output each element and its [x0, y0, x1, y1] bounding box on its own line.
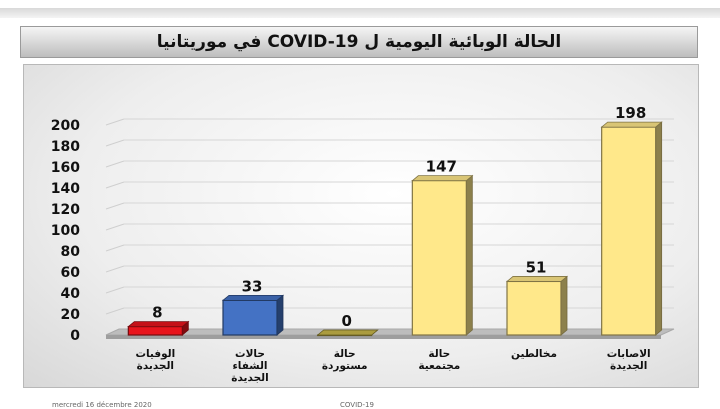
- bar-top: [505, 276, 569, 282]
- y-tick-label: 100: [51, 223, 80, 239]
- top-divider: [0, 8, 720, 18]
- bar-top: [127, 321, 190, 328]
- y-tick-label: 80: [61, 244, 81, 260]
- chart-floor: [105, 328, 675, 336]
- y-tick-label: 160: [51, 160, 80, 176]
- y-tick-label: 200: [51, 118, 80, 134]
- gridline-wall: [105, 202, 125, 210]
- bar: [411, 180, 467, 336]
- data-label: 147: [426, 158, 457, 176]
- data-label: 0: [341, 312, 351, 330]
- y-tick-label: 0: [70, 328, 80, 344]
- x-tick-label: الجديدة: [137, 360, 174, 372]
- chart-title: الحالة الوبائية اليومية ل COVID-19 في مو…: [20, 26, 698, 58]
- x-tick-label: مخالطين: [511, 348, 557, 360]
- y-tick-label: 120: [51, 202, 80, 218]
- bar-side: [276, 294, 284, 336]
- bar-top: [600, 121, 663, 128]
- x-tick-label: الوفيات: [135, 348, 175, 360]
- gridline-wall: [105, 244, 125, 252]
- gridline-wall: [105, 181, 125, 189]
- x-tick-label: حالة: [334, 348, 356, 360]
- gridline-wall: [105, 265, 125, 273]
- x-tick-label: الجديدة: [610, 360, 647, 372]
- bar-side: [655, 121, 663, 336]
- bar-top: [221, 294, 285, 301]
- x-tick-label: مجتمعية: [418, 360, 460, 372]
- x-tick-label: الشفاء: [232, 360, 267, 372]
- y-tick-label: 140: [51, 181, 80, 197]
- gridline-wall: [105, 223, 125, 231]
- gridline-wall: [105, 118, 125, 126]
- gridline-wall: [105, 160, 125, 168]
- data-label: 33: [242, 277, 263, 295]
- bar: [506, 280, 562, 336]
- x-tick-label: حالة: [428, 348, 450, 360]
- chart-floor-edge: [106, 335, 661, 339]
- bar-top: [411, 175, 474, 182]
- x-tick-label: حالات: [235, 348, 265, 360]
- bar-side: [560, 275, 568, 336]
- y-tick-label: 60: [61, 265, 81, 281]
- x-tick-label: مستوردة: [322, 360, 368, 372]
- data-label: 51: [526, 258, 547, 276]
- y-tick-label: 20: [61, 307, 81, 323]
- gridline-wall: [105, 139, 125, 147]
- bar: [601, 126, 657, 336]
- bar: [127, 326, 183, 336]
- x-tick-label: الجديدة: [231, 372, 268, 384]
- footer-date: mercredi 16 décembre 2020: [52, 401, 152, 409]
- y-tick-label: 180: [51, 139, 80, 155]
- x-tick-label: الاصابات: [607, 348, 651, 360]
- y-tick-label: 40: [61, 286, 81, 302]
- bar-chart: 0204060801001201401601802008الوفياتالجدي…: [51, 104, 675, 384]
- bar-side: [465, 174, 473, 336]
- data-label: 8: [152, 304, 162, 322]
- gridline-wall: [105, 307, 125, 315]
- bar: [222, 299, 278, 336]
- gridline-wall: [105, 286, 125, 294]
- data-label: 198: [615, 104, 646, 122]
- footer-label: COVID-19: [340, 401, 374, 409]
- chart-panel: 0 20 40 60 80 100 120 140 160 180 200 8 الوفيات الجدي…: [23, 64, 699, 388]
- bar-top: [316, 329, 379, 336]
